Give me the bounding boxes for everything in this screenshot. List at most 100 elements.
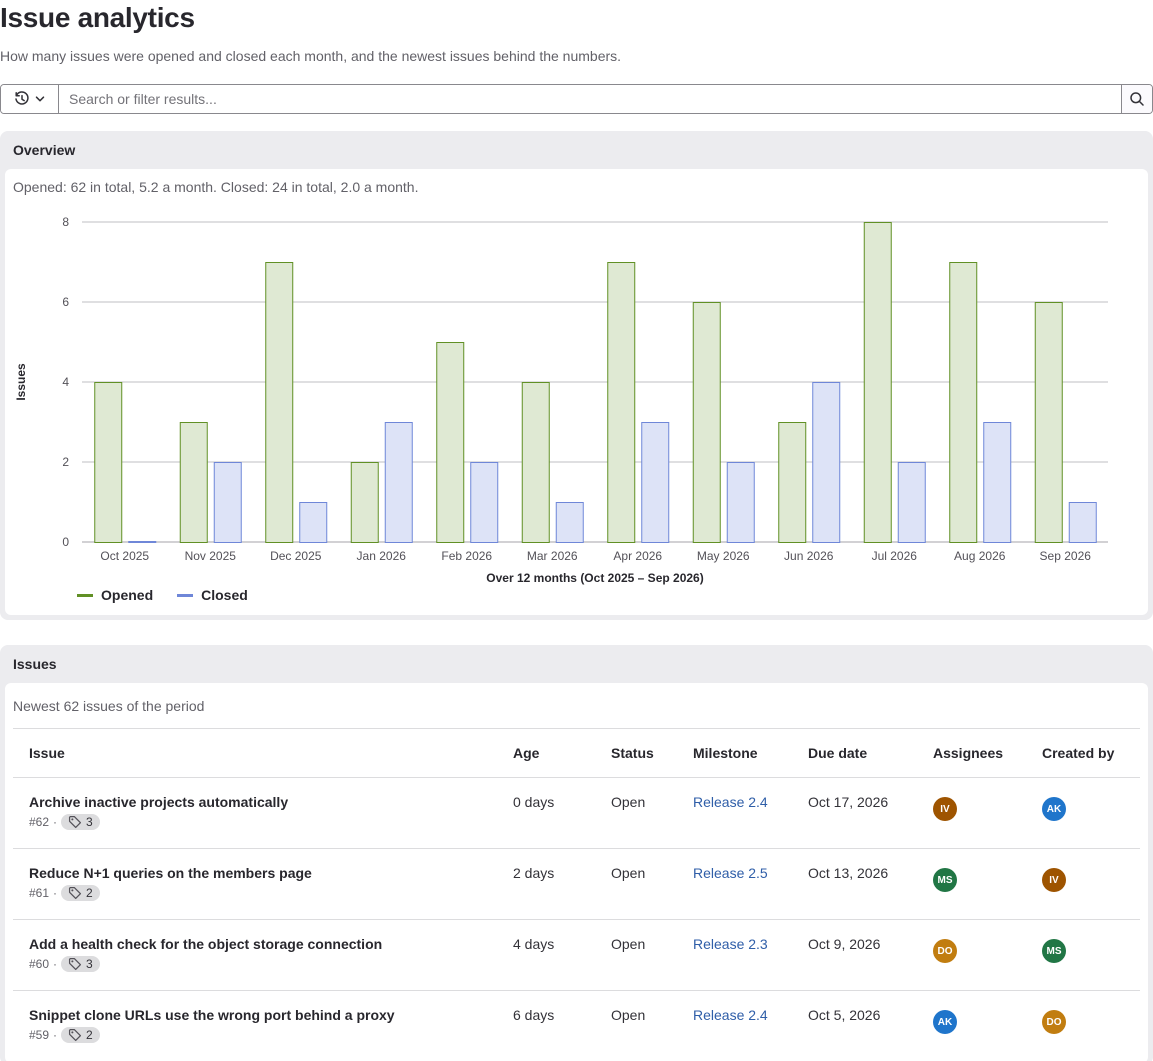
bar-opened[interactable] — [94, 382, 123, 543]
page-description: How many issues were opened and closed e… — [0, 48, 622, 64]
bar-opened[interactable] — [692, 302, 721, 543]
creator-avatar[interactable]: DO — [1042, 1010, 1066, 1034]
issue-title-link[interactable]: Archive inactive projects automatically — [29, 794, 289, 810]
bar-closed[interactable] — [299, 502, 328, 543]
bar-closed[interactable] — [213, 462, 242, 543]
bar-closed[interactable] — [641, 422, 670, 543]
issue-meta: #61 · 2 — [29, 885, 497, 901]
label-icon — [68, 886, 82, 900]
due-date-cell: Oct 17, 2026 — [808, 794, 889, 810]
label-icon — [68, 957, 82, 971]
issue-meta: #62 · 3 — [29, 814, 497, 830]
bar-opened[interactable] — [778, 422, 807, 543]
bar-closed[interactable] — [384, 422, 413, 543]
age-cell: 4 days — [513, 936, 555, 952]
issue-title-link[interactable]: Reduce N+1 queries on the members page — [29, 865, 312, 881]
column-header-created-by[interactable]: Created by — [1026, 728, 1140, 778]
bar-closed[interactable] — [812, 382, 841, 543]
assignees-cell: MS — [917, 849, 1026, 920]
meta-separator: · — [53, 886, 58, 900]
bar-closed[interactable] — [983, 422, 1012, 543]
created-by-cell: MS — [1026, 920, 1140, 991]
column-header-issue[interactable]: Issue — [13, 728, 497, 778]
issues-bar-chart: 0 2 4 6 8 Issues Oct 2025 Nov 2025 Dec 2025 Jan 2… — [14, 215, 1108, 585]
legend-item-closed[interactable]: Closed — [177, 587, 248, 603]
due-date-cell: Oct 9, 2026 — [808, 936, 881, 952]
labels-count-badge[interactable]: 3 — [61, 814, 100, 830]
bar-opened[interactable] — [350, 462, 379, 543]
bar-closed[interactable] — [128, 541, 157, 543]
column-header-assignees[interactable]: Assignees — [917, 728, 1026, 778]
x-tick-label: May 2026 — [697, 549, 750, 563]
bar-opened[interactable] — [863, 222, 892, 543]
milestone-cell: Release 2.5 — [677, 849, 792, 920]
issue-title-link[interactable]: Add a health check for the object storag… — [29, 936, 383, 952]
bar-opened[interactable] — [1034, 302, 1063, 543]
milestone-link[interactable]: Release 2.4 — [693, 794, 768, 810]
table-row[interactable]: Add a health check for the object storag… — [13, 920, 1140, 991]
assignees-cell: IV — [917, 778, 1026, 849]
assignee-avatar[interactable]: DO — [933, 939, 957, 963]
bar-closed[interactable] — [555, 502, 584, 543]
creator-avatar[interactable]: IV — [1042, 868, 1066, 892]
bar-opened[interactable] — [179, 422, 208, 543]
labels-count: 2 — [86, 886, 93, 900]
legend-item-opened[interactable]: Opened — [77, 587, 153, 603]
bar-opened[interactable] — [436, 342, 465, 543]
bar-opened[interactable] — [521, 382, 550, 543]
assignees-cell: DO — [917, 920, 1026, 991]
bar-opened[interactable] — [949, 262, 978, 543]
milestone-link[interactable]: Release 2.5 — [693, 865, 768, 881]
legend-swatch-opened — [77, 593, 93, 597]
table-row[interactable]: Archive inactive projects automatically #… — [13, 778, 1140, 849]
recent-searches-button[interactable] — [1, 85, 59, 113]
chevron-down-icon — [35, 96, 45, 102]
column-header-due-date[interactable]: Due date — [792, 728, 917, 778]
labels-count-badge[interactable]: 3 — [61, 956, 100, 972]
milestone-link[interactable]: Release 2.4 — [693, 1007, 768, 1023]
filter-bar — [0, 84, 1153, 114]
milestone-link[interactable]: Release 2.3 — [693, 936, 768, 952]
x-axis-label: Over 12 months (Oct 2025 – Sep 2026) — [486, 571, 703, 585]
column-header-status[interactable]: Status — [595, 728, 677, 778]
bar-closed[interactable] — [897, 462, 926, 543]
table-row[interactable]: Reduce N+1 queries on the members page #6… — [13, 849, 1140, 920]
issue-number: #60 — [29, 957, 50, 971]
assignee-avatar[interactable]: IV — [933, 797, 957, 821]
table-row[interactable]: Snippet clone URLs use the wrong port be… — [13, 991, 1140, 1061]
x-tick-label: Jan 2026 — [357, 549, 407, 563]
label-icon — [68, 815, 82, 829]
column-header-milestone[interactable]: Milestone — [677, 728, 792, 778]
assignee-avatar[interactable]: AK — [933, 1010, 957, 1034]
creator-avatar[interactable]: MS — [1042, 939, 1066, 963]
labels-count: 3 — [86, 815, 93, 829]
y-axis-label: Issues — [14, 363, 28, 401]
labels-count-badge[interactable]: 2 — [61, 885, 100, 901]
issue-cell: Archive inactive projects automatically #… — [13, 778, 497, 849]
bar-opened[interactable] — [607, 262, 636, 543]
issues-panel: Issues Newest 62 issues of the period Is… — [0, 645, 1153, 1061]
assignee-avatar[interactable]: MS — [933, 868, 957, 892]
issues-caption: Newest 62 issues of the period — [13, 698, 205, 714]
column-header-age[interactable]: Age — [497, 728, 595, 778]
bar-opened[interactable] — [265, 262, 294, 543]
milestone-cell: Release 2.4 — [677, 778, 792, 849]
issue-title-link[interactable]: Snippet clone URLs use the wrong port be… — [29, 1007, 395, 1023]
created-by-cell: AK — [1026, 778, 1140, 849]
search-button[interactable] — [1121, 85, 1152, 113]
issue-meta: #59 · 2 — [29, 1027, 497, 1043]
x-tick-label: Aug 2026 — [954, 549, 1006, 563]
issues-body: Newest 62 issues of the period Issue Age… — [5, 683, 1148, 1061]
x-tick-label: Jun 2026 — [784, 549, 834, 563]
issue-meta: #60 · 3 — [29, 956, 497, 972]
labels-count-badge[interactable]: 2 — [61, 1027, 100, 1043]
issues-heading: Issues — [13, 656, 57, 672]
due-date-cell: Oct 5, 2026 — [808, 1007, 881, 1023]
creator-avatar[interactable]: AK — [1042, 797, 1066, 821]
search-input[interactable] — [59, 85, 1121, 113]
bar-closed[interactable] — [1068, 502, 1097, 543]
issue-number: #59 — [29, 1028, 50, 1042]
issue-cell: Snippet clone URLs use the wrong port be… — [13, 991, 497, 1061]
bar-closed[interactable] — [470, 462, 499, 543]
bar-closed[interactable] — [726, 462, 755, 543]
